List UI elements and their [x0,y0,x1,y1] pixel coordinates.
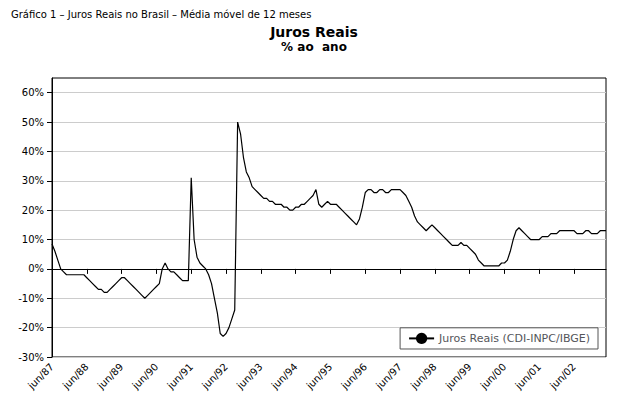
svg-text:jun/91: jun/91 [164,361,195,392]
svg-text:-30%: -30% [18,352,44,363]
svg-text:jun/87: jun/87 [25,361,56,392]
svg-text:jun/01: jun/01 [512,361,543,392]
svg-text:jun/98: jun/98 [408,361,439,392]
svg-text:-20%: -20% [18,322,44,333]
svg-text:60%: 60% [22,87,44,98]
svg-text:jun/99: jun/99 [443,361,474,392]
svg-text:jun/97: jun/97 [373,361,404,392]
svg-text:Gráfico 1 – Juros Reais no Bra: Gráfico 1 – Juros Reais no Brasil – Médi… [11,9,311,20]
svg-text:-10%: -10% [18,293,44,304]
svg-text:40%: 40% [22,146,44,157]
svg-text:jun/88: jun/88 [60,361,91,392]
svg-text:50%: 50% [22,117,44,128]
svg-text:30%: 30% [22,175,44,186]
svg-text:jun/96: jun/96 [338,361,369,392]
svg-text:10%: 10% [22,234,44,245]
svg-text:0%: 0% [28,263,44,274]
svg-text:20%: 20% [22,205,44,216]
svg-text:jun/90: jun/90 [130,361,161,392]
svg-text:jun/00: jun/00 [478,361,509,392]
svg-text:jun/92: jun/92 [199,361,230,392]
svg-text:jun/93: jun/93 [234,361,265,392]
svg-text:jun/89: jun/89 [95,361,126,392]
svg-text:% ao ano: % ao ano [281,40,347,54]
svg-text:Juros Reais (CDI-INPC/IBGE): Juros Reais (CDI-INPC/IBGE) [438,332,590,345]
svg-text:jun/95: jun/95 [304,361,335,392]
svg-text:Juros Reais: Juros Reais [269,24,358,40]
svg-text:jun/94: jun/94 [269,361,300,392]
svg-text:jun/02: jun/02 [547,361,578,392]
